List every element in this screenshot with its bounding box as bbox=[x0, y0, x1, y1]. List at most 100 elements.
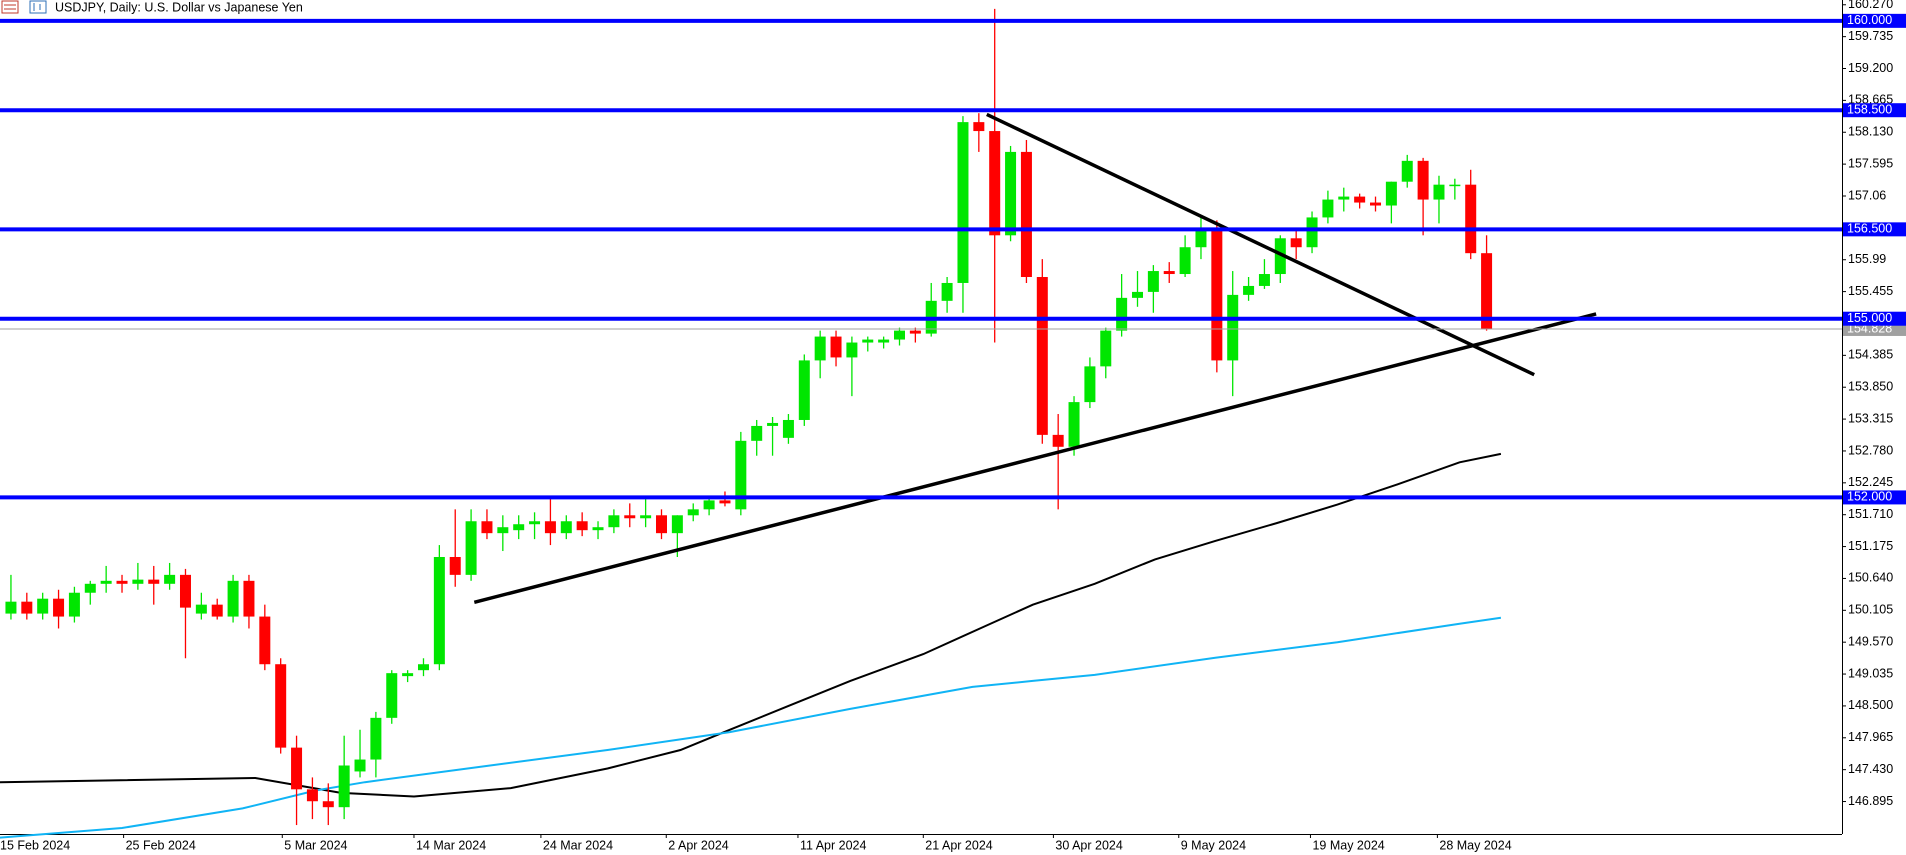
candle-body bbox=[703, 500, 715, 510]
y-tick-label: 158.665 bbox=[1848, 93, 1893, 107]
candle-body bbox=[1354, 196, 1366, 203]
candle-body bbox=[1020, 151, 1032, 278]
y-tick-label: 150.640 bbox=[1848, 571, 1893, 585]
y-tick-label: 153.315 bbox=[1848, 411, 1893, 425]
candle-body bbox=[1417, 160, 1429, 200]
y-tick-label: 150.105 bbox=[1848, 603, 1893, 617]
candle-body bbox=[259, 616, 271, 665]
level-box bbox=[1843, 311, 1906, 326]
candle-body bbox=[655, 515, 667, 534]
candle-body bbox=[322, 801, 334, 808]
y-tick-label: 159.200 bbox=[1848, 61, 1893, 75]
candle-body bbox=[1052, 434, 1064, 447]
candle-body bbox=[973, 122, 985, 132]
candle-body bbox=[195, 604, 207, 614]
candle-body bbox=[5, 601, 17, 614]
candle-body bbox=[989, 131, 1001, 236]
candle-body bbox=[481, 521, 493, 534]
candle-body bbox=[1132, 291, 1144, 298]
candle-body bbox=[1068, 402, 1080, 447]
x-tick-label: 21 Apr 2024 bbox=[925, 838, 992, 852]
candle-body bbox=[370, 717, 382, 760]
candle-body bbox=[132, 579, 144, 584]
y-tick-label: 158.130 bbox=[1848, 125, 1893, 139]
candle-body bbox=[402, 673, 414, 677]
y-tick-label: 147.965 bbox=[1848, 730, 1893, 744]
candle-body bbox=[560, 521, 572, 534]
candle-body bbox=[767, 422, 779, 426]
candle-body bbox=[529, 521, 541, 525]
moving-average bbox=[0, 452, 1502, 798]
candle-body bbox=[1449, 184, 1461, 187]
candle-body bbox=[608, 515, 620, 528]
candle-body bbox=[164, 574, 176, 584]
y-tick-label: 151.175 bbox=[1848, 539, 1893, 553]
candle-body bbox=[846, 342, 858, 358]
candle-body bbox=[1338, 196, 1350, 200]
candle-body bbox=[1465, 184, 1477, 254]
candle-body bbox=[909, 330, 921, 334]
y-tick-label: 155.99 bbox=[1848, 252, 1886, 266]
candle-body bbox=[671, 515, 683, 534]
y-tick-label: 154.385 bbox=[1848, 348, 1893, 362]
candle-body bbox=[37, 598, 49, 614]
y-tick-label: 159.735 bbox=[1848, 29, 1893, 43]
y-tick-label: 149.035 bbox=[1848, 666, 1893, 680]
candle-body bbox=[576, 521, 588, 531]
y-tick-label: 148.500 bbox=[1848, 698, 1893, 712]
level-label: 155.000 bbox=[1847, 311, 1892, 325]
candle-body bbox=[513, 524, 525, 531]
candle-body bbox=[941, 282, 953, 301]
level-box bbox=[1843, 103, 1906, 118]
candle-body bbox=[1227, 294, 1239, 361]
candle-body bbox=[830, 336, 842, 358]
candle-body bbox=[1243, 285, 1255, 295]
candle-body bbox=[433, 556, 445, 665]
candle-body bbox=[798, 360, 810, 420]
level-box bbox=[1843, 13, 1906, 28]
candle-body bbox=[179, 574, 191, 608]
level-label: 152.000 bbox=[1847, 490, 1892, 504]
candle-body bbox=[544, 521, 556, 534]
y-tick-label: 153.850 bbox=[1848, 380, 1893, 394]
candle-body bbox=[1481, 253, 1493, 329]
y-tick-label: 152.245 bbox=[1848, 475, 1893, 489]
moving-average bbox=[0, 616, 1502, 839]
candle-body bbox=[148, 579, 160, 584]
y-tick-label: 157.06 bbox=[1848, 188, 1886, 202]
candle-body bbox=[1370, 202, 1382, 206]
x-tick-label: 5 Mar 2024 bbox=[284, 838, 347, 852]
x-tick-label: 25 Feb 2024 bbox=[126, 838, 196, 852]
candle-body bbox=[1116, 297, 1128, 331]
candle-body bbox=[878, 339, 890, 343]
y-tick-label: 147.430 bbox=[1848, 762, 1893, 776]
trendline bbox=[473, 312, 1597, 604]
candle-body bbox=[53, 598, 65, 617]
icon bbox=[1, 0, 19, 14]
candle-body bbox=[449, 556, 461, 575]
chart-title: USDJPY, Daily: U.S. Dollar vs Japanese Y… bbox=[55, 0, 303, 14]
x-tick-label: 24 Mar 2024 bbox=[543, 838, 613, 852]
candle-body bbox=[1005, 151, 1017, 236]
candle-body bbox=[751, 425, 763, 441]
level-label: 158.500 bbox=[1847, 103, 1892, 117]
candle-body bbox=[1401, 160, 1413, 182]
candle-body bbox=[1274, 238, 1286, 275]
candle-body bbox=[84, 583, 96, 593]
candle-body bbox=[1290, 238, 1302, 248]
candle-body bbox=[338, 765, 350, 808]
candle-body bbox=[1084, 366, 1096, 403]
candle-body bbox=[1433, 184, 1445, 200]
candle-body bbox=[640, 515, 652, 519]
candle-body bbox=[1036, 277, 1048, 435]
x-tick-label: 9 May 2024 bbox=[1181, 838, 1246, 852]
y-tick-label: 149.570 bbox=[1848, 634, 1893, 648]
candle-body bbox=[814, 336, 826, 361]
candle-body bbox=[1385, 181, 1397, 206]
candle-body bbox=[719, 500, 731, 504]
level-box bbox=[1843, 490, 1906, 505]
x-tick-label: 11 Apr 2024 bbox=[800, 838, 867, 852]
candle-body bbox=[782, 419, 794, 438]
